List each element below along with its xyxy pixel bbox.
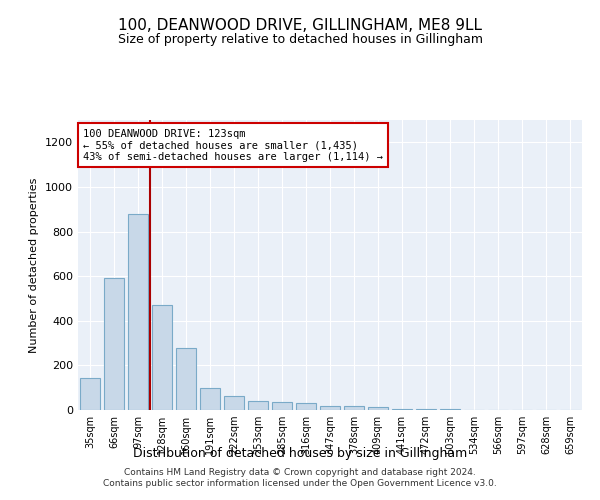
Bar [272, 402, 292, 410]
Text: Size of property relative to detached houses in Gillingham: Size of property relative to detached ho… [118, 32, 482, 46]
Text: Contains HM Land Registry data © Crown copyright and database right 2024.
Contai: Contains HM Land Registry data © Crown c… [103, 468, 497, 487]
Bar [296, 404, 316, 410]
Text: 100 DEANWOOD DRIVE: 123sqm
← 55% of detached houses are smaller (1,435)
43% of s: 100 DEANWOOD DRIVE: 123sqm ← 55% of deta… [83, 128, 383, 162]
Bar [224, 396, 244, 410]
Bar [176, 348, 196, 410]
Bar [200, 388, 220, 410]
Bar [104, 278, 124, 410]
Bar [128, 214, 148, 410]
Bar [152, 305, 172, 410]
Bar [320, 406, 340, 410]
Bar [248, 401, 268, 410]
Y-axis label: Number of detached properties: Number of detached properties [29, 178, 40, 352]
Bar [344, 406, 364, 410]
Bar [80, 378, 100, 410]
Text: Distribution of detached houses by size in Gillingham: Distribution of detached houses by size … [133, 448, 467, 460]
Bar [368, 406, 388, 410]
Text: 100, DEANWOOD DRIVE, GILLINGHAM, ME8 9LL: 100, DEANWOOD DRIVE, GILLINGHAM, ME8 9LL [118, 18, 482, 32]
